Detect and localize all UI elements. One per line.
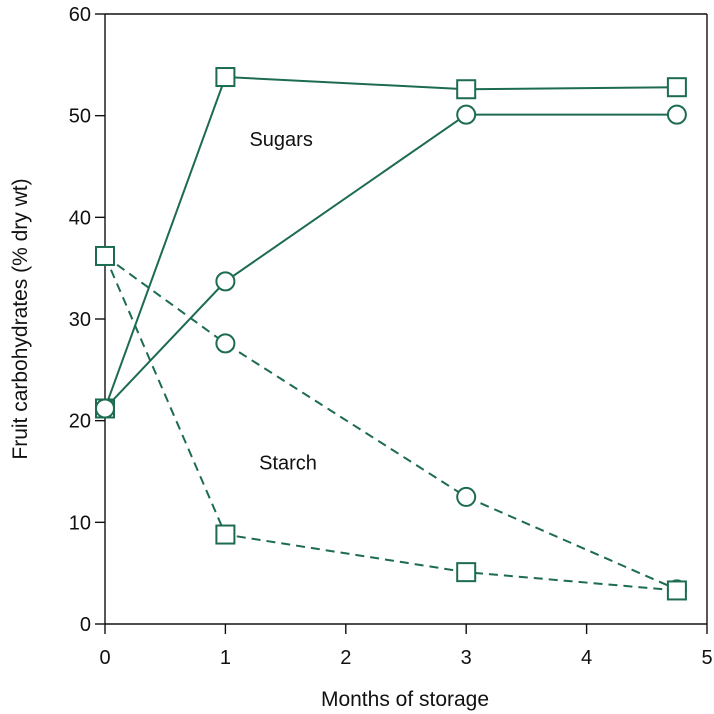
series-layer xyxy=(95,67,687,601)
square-marker xyxy=(95,245,115,266)
series-sugars-circle xyxy=(95,104,687,419)
y-tick-label: 40 xyxy=(69,207,91,229)
x-tick-label: 0 xyxy=(99,647,110,669)
x-tick-label: 2 xyxy=(340,647,351,669)
square-marker xyxy=(456,79,477,100)
x-tick-label: 3 xyxy=(461,647,472,669)
x-axis-title: Months of storage xyxy=(321,688,489,711)
circle-marker xyxy=(95,398,115,419)
series-line xyxy=(104,255,677,592)
x-tick-label: 4 xyxy=(581,647,592,669)
series-starch-square xyxy=(95,245,687,601)
circle-marker xyxy=(456,486,477,507)
y-tick-label: 60 xyxy=(69,4,91,26)
circle-marker xyxy=(456,104,477,125)
y-tick-label: 10 xyxy=(69,512,91,534)
circle-marker xyxy=(666,104,687,125)
annotation-starch: Starch xyxy=(259,452,317,474)
y-axis-title: Fruit carbohydrates (% dry wt) xyxy=(9,178,32,459)
series-line xyxy=(104,113,677,410)
square-marker xyxy=(666,77,687,98)
y-tick-label: 50 xyxy=(69,106,91,128)
square-marker xyxy=(215,524,236,545)
square-marker xyxy=(215,67,236,88)
annotation-sugars: Sugars xyxy=(249,129,312,151)
circle-marker xyxy=(215,271,236,292)
square-marker xyxy=(456,562,477,583)
axes: 0 10 20 30 40 50 60 0 1 2 3 4 5 xyxy=(69,4,713,669)
y-tick-label: 0 xyxy=(80,614,91,636)
series-starch-circle xyxy=(95,245,687,600)
series-line xyxy=(104,255,678,591)
square-marker xyxy=(666,580,687,601)
y-tick-label: 20 xyxy=(69,411,91,433)
x-tick-label: 5 xyxy=(701,647,712,669)
annotation-layer: Sugars Starch xyxy=(249,129,316,474)
series-sugars-square xyxy=(95,67,687,419)
circle-marker xyxy=(215,333,236,354)
series-line xyxy=(104,75,677,409)
x-tick-label: 1 xyxy=(220,647,231,669)
y-tick-label: 30 xyxy=(69,309,91,331)
